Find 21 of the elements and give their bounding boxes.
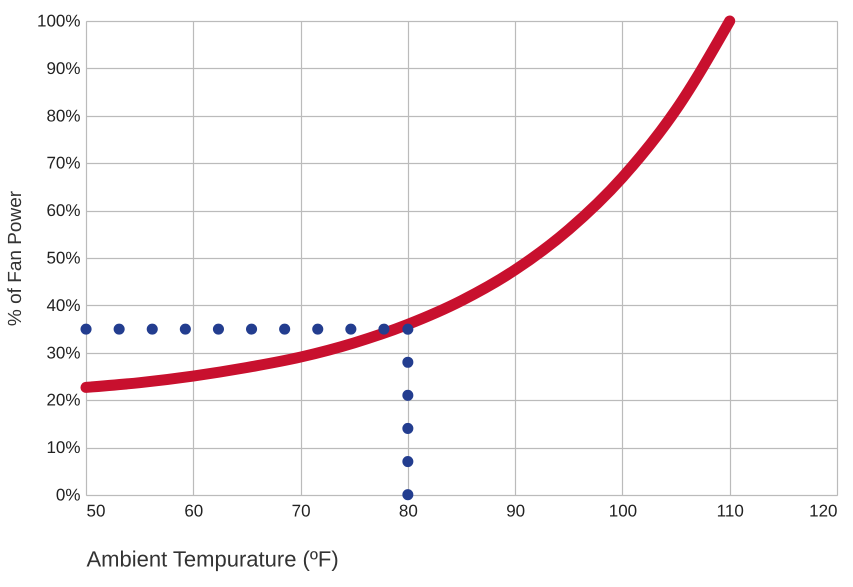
y-axis-title: % of Fan Power [5, 190, 26, 326]
x-tick-label: 120 [809, 502, 838, 520]
x-axis-title: Ambient Tempurature (ºF) [86, 546, 339, 572]
y-tick-label: 40% [46, 296, 80, 315]
y-tick-label: 10% [46, 438, 80, 458]
y-tick-label: 100% [37, 12, 80, 30]
y-tick-label: 60% [46, 201, 80, 220]
y-tick-label: 20% [46, 390, 80, 410]
y-tick-label: 30% [46, 343, 80, 362]
x-tick-label: 90 [506, 502, 526, 520]
y-tick-label: 0% [56, 486, 80, 504]
y-tick-label: 50% [46, 248, 80, 268]
x-tick-label: 70 [292, 502, 311, 520]
x-tick-label: 60 [184, 502, 204, 520]
y-tick-label: 80% [46, 106, 80, 126]
y-tick-label: 70% [46, 154, 80, 173]
y-tick-label: 90% [46, 58, 80, 78]
x-tick-label: 110 [716, 502, 744, 520]
x-tick-label: 100 [608, 502, 638, 520]
x-tick-label: 50 [86, 502, 106, 520]
x-tick-label: 80 [398, 502, 418, 520]
